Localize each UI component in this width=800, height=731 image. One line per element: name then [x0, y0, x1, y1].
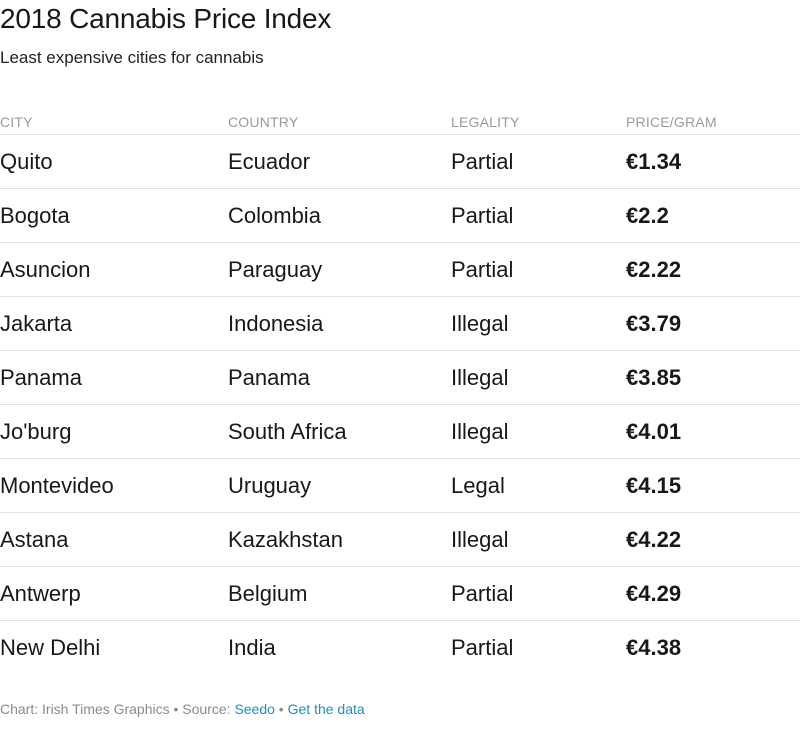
cell-legality: Partial: [451, 566, 626, 621]
column-header-city[interactable]: CITY: [0, 110, 228, 135]
cell-legality: Partial: [451, 242, 626, 297]
table-row: Montevideo Uruguay Legal €4.15: [0, 458, 800, 513]
footer-separator: •: [274, 701, 288, 717]
cell-city: Asuncion: [0, 242, 228, 297]
footer-credit: Chart: Irish Times Graphics: [0, 701, 170, 717]
cell-legality: Illegal: [451, 350, 626, 405]
table-row: Antwerp Belgium Partial €4.29: [0, 566, 800, 621]
cell-city: Antwerp: [0, 566, 228, 621]
cell-city: New Delhi: [0, 634, 101, 660]
table-header-row: CITY COUNTRY LEGALITY PRICE/GRAM: [0, 110, 800, 135]
table-row: Astana Kazakhstan Illegal €4.22: [0, 512, 800, 567]
cell-city: Panama: [0, 350, 228, 405]
cell-country: Indonesia: [228, 296, 451, 351]
cell-country: Kazakhstan: [228, 512, 451, 567]
cell-country: Ecuador: [228, 134, 451, 189]
cell-legality: Partial: [451, 134, 626, 189]
cell-city: Jakarta: [0, 296, 228, 351]
column-header-legality[interactable]: LEGALITY: [451, 110, 626, 135]
table-row: Quito Ecuador Partial €1.34: [0, 134, 800, 189]
chart-subtitle: Least expensive cities for cannabis: [0, 48, 264, 67]
cell-price: €4.29: [626, 566, 800, 621]
cell-city: Montevideo: [0, 458, 228, 513]
cell-price: €2.2: [626, 188, 800, 243]
cell-country: Belgium: [228, 566, 451, 621]
source-link[interactable]: Seedo: [234, 701, 275, 717]
table-row: Asuncion Paraguay Partial €2.22: [0, 242, 800, 297]
cell-city: Quito: [0, 134, 228, 189]
cell-price: €4.01: [626, 404, 800, 459]
cell-legality: Illegal: [451, 296, 626, 351]
column-header-price[interactable]: PRICE/GRAM: [626, 110, 800, 135]
cell-price: €3.85: [626, 350, 800, 405]
cell-city: Astana: [0, 512, 228, 567]
cell-country: South Africa: [228, 404, 451, 459]
cell-price: €1.34: [626, 134, 800, 189]
cell-legality: Illegal: [451, 404, 626, 459]
column-header-country[interactable]: COUNTRY: [228, 110, 451, 135]
cell-legality: Partial: [451, 634, 514, 660]
chart-footer: Chart: Irish Times Graphics • Source: Se…: [0, 700, 365, 718]
cell-country: Colombia: [228, 188, 451, 243]
cell-country: India: [228, 634, 276, 660]
table-row: Jakarta Indonesia Illegal €3.79: [0, 296, 800, 351]
cell-country: Panama: [228, 350, 451, 405]
footer-source-label: Source:: [182, 701, 235, 717]
cell-country: Uruguay: [228, 458, 451, 513]
cell-price: €2.22: [626, 242, 800, 297]
table-row: New Delhi India Partial €4.38: [0, 621, 800, 675]
chart-title: 2018 Cannabis Price Index: [0, 3, 332, 34]
table-body: Quito Ecuador Partial €1.34 Bogota Colombia Pa…: [0, 134, 800, 675]
price-table: CITY COUNTRY LEGALITY PRICE/GRAM Quito Ec…: [0, 110, 800, 674]
cell-legality: Illegal: [451, 512, 626, 567]
footer-separator: •: [169, 701, 183, 717]
cell-price: €4.22: [626, 512, 800, 567]
cell-country: Paraguay: [228, 242, 451, 297]
table-row: Bogota Colombia Partial €2.2: [0, 188, 800, 243]
cell-city: Bogota: [0, 188, 228, 243]
cell-price: €4.15: [626, 458, 800, 513]
table-row: Panama Panama Illegal €3.85: [0, 350, 800, 405]
cell-legality: Partial: [451, 188, 626, 243]
cell-city: Jo'burg: [0, 404, 228, 459]
cell-price: €4.38: [626, 634, 682, 660]
table-row: Jo'burg South Africa Illegal €4.01: [0, 404, 800, 459]
cell-legality: Legal: [451, 458, 626, 513]
cell-price: €3.79: [626, 296, 800, 351]
get-data-link[interactable]: Get the data: [287, 701, 365, 717]
